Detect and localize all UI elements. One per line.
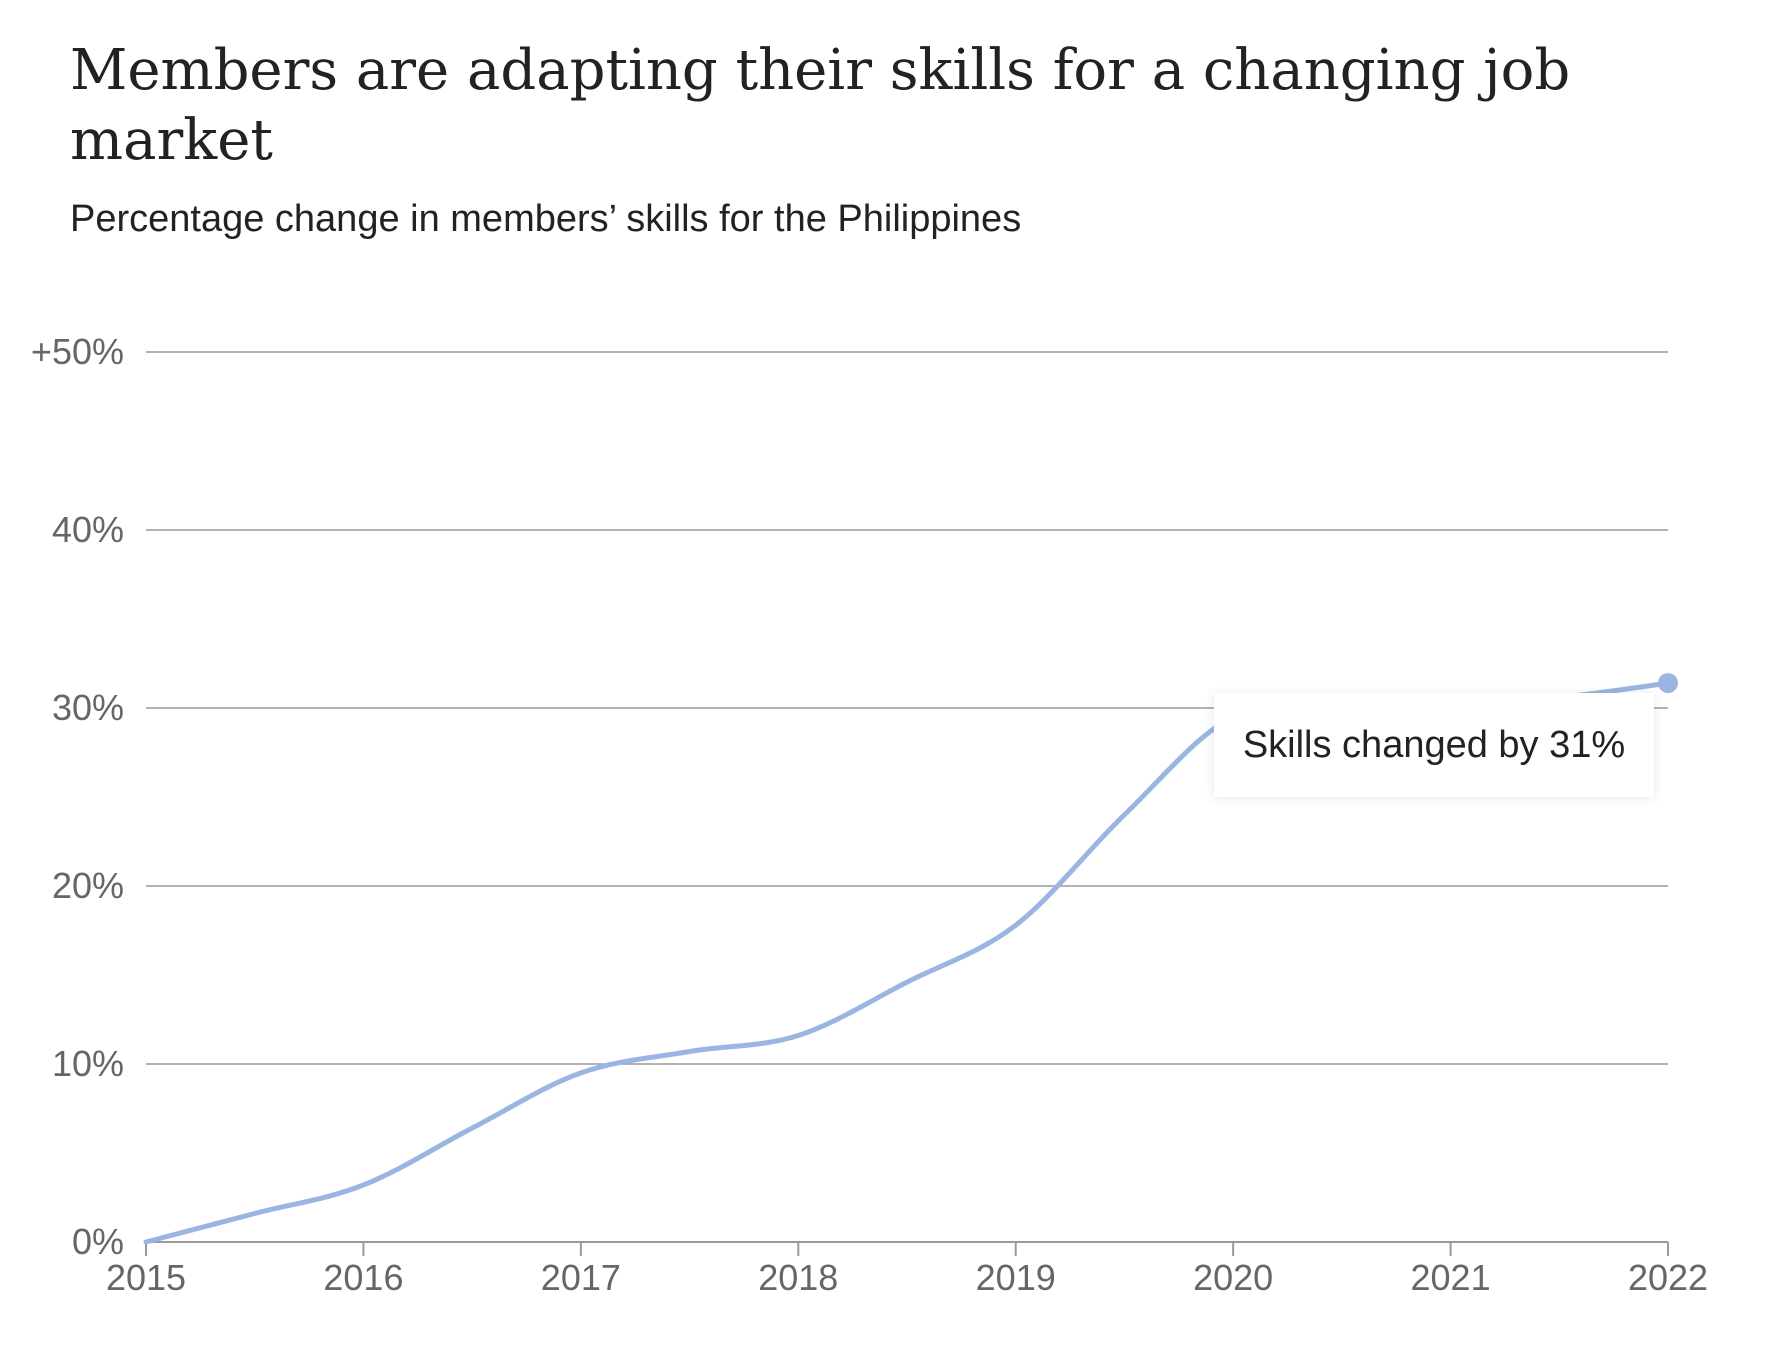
- end-point-marker: [1658, 673, 1678, 694]
- y-tick-label-0: 0%: [72, 1221, 124, 1262]
- x-tick-labels: 2015 2016 2017 2018 2019 2020 2021 2022: [106, 1257, 1708, 1298]
- x-tick-label-2018: 2018: [758, 1257, 838, 1298]
- y-tick-labels: 0% 10% 20% 30% 40% +50%: [31, 331, 124, 1262]
- y-tick-label-30: 30%: [52, 687, 124, 728]
- x-tick-label-2022: 2022: [1628, 1257, 1708, 1298]
- chart-subtitle: Percentage change in members’ skills for…: [70, 198, 1022, 240]
- y-tick-label-50: +50%: [31, 331, 124, 372]
- y-tick-label-10: 10%: [52, 1043, 124, 1084]
- x-tick-label-2016: 2016: [323, 1257, 403, 1298]
- x-tick-label-2021: 2021: [1411, 1257, 1491, 1298]
- y-tick-label-40: 40%: [52, 509, 124, 550]
- annotation-callout: Skills changed by 31%: [1214, 693, 1654, 797]
- chart-title: Members are adapting their skills for a …: [70, 38, 1571, 173]
- x-tick-label-2020: 2020: [1193, 1257, 1273, 1298]
- x-tick-label-2017: 2017: [541, 1257, 621, 1298]
- x-tick-label-2015: 2015: [106, 1257, 186, 1298]
- y-tick-label-20: 20%: [52, 865, 124, 906]
- x-axis: [145, 1241, 1669, 1256]
- x-tick-label-2019: 2019: [976, 1257, 1056, 1298]
